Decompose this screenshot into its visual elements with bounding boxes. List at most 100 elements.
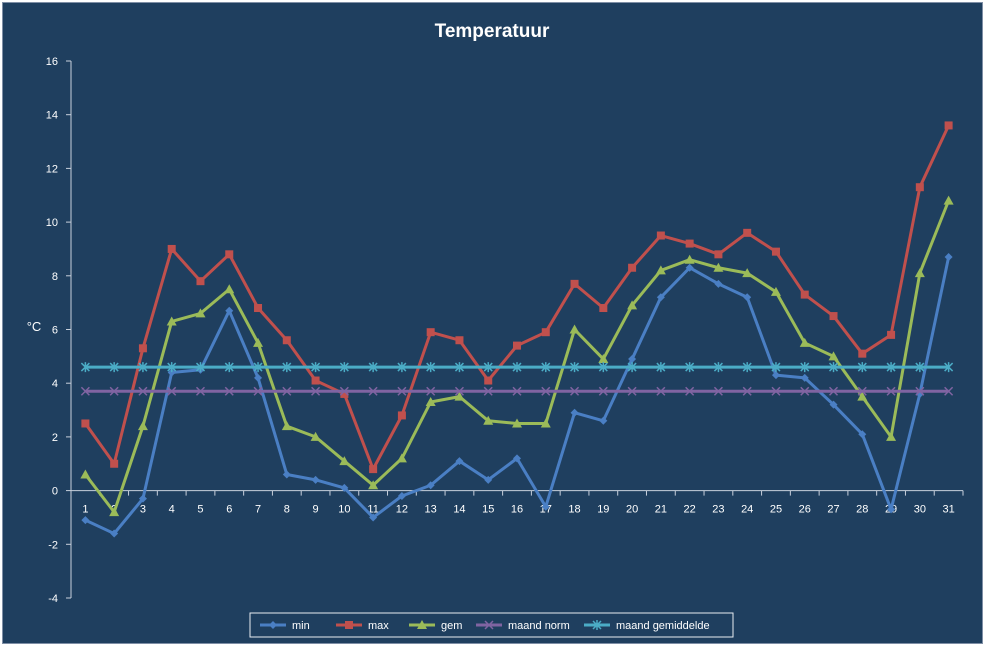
x-tick-label: 27 xyxy=(827,504,839,516)
data-point-max xyxy=(915,183,924,192)
data-point-maand-gemiddelde xyxy=(397,362,407,373)
legend-label-min: min xyxy=(292,620,310,632)
data-point-max xyxy=(714,250,723,259)
data-point-maand-norm xyxy=(886,386,896,396)
data-point-gem xyxy=(713,262,724,272)
data-point-maand-gemiddelde xyxy=(771,362,781,373)
legend-marker-gem xyxy=(417,620,427,629)
x-tick-label: 11 xyxy=(367,504,378,516)
data-point-max xyxy=(340,389,349,398)
x-tick-label: 6 xyxy=(226,504,232,516)
data-point-max xyxy=(138,344,147,353)
data-point-maand-gemiddelde xyxy=(282,362,292,373)
data-point-gem xyxy=(598,354,609,364)
x-tick-label: 21 xyxy=(655,504,667,516)
data-point-max xyxy=(829,312,838,321)
x-tick-label: 23 xyxy=(712,504,724,516)
x-tick-label: 28 xyxy=(856,504,868,516)
data-point-maand-norm xyxy=(224,386,234,396)
data-point-min xyxy=(369,513,378,522)
x-tick-label: 9 xyxy=(313,504,319,516)
data-point-maand-norm xyxy=(541,386,551,396)
data-point-maand-norm xyxy=(195,386,206,396)
axes: -4-2024681012141612345678910111213141516… xyxy=(46,56,964,605)
data-point-maand-norm xyxy=(828,386,839,396)
x-tick-label: 30 xyxy=(914,504,926,516)
series-line-gem xyxy=(84,200,951,514)
data-point-maand-gemiddelde xyxy=(800,362,810,373)
data-point-maand-gemiddelde xyxy=(656,362,666,373)
x-tick-label: 31 xyxy=(942,504,954,516)
series-group xyxy=(80,121,954,538)
data-point-maand-gemiddelde xyxy=(828,362,839,373)
data-point-maand-gemiddelde xyxy=(454,362,464,373)
series-maand-norm xyxy=(80,386,954,396)
series-line-max xyxy=(84,124,950,471)
data-point-max xyxy=(455,336,464,345)
data-point-max xyxy=(225,250,234,259)
data-point-maand-norm xyxy=(627,386,637,396)
data-point-maand-norm xyxy=(944,386,954,396)
legend-marker-maand-norm xyxy=(484,620,494,630)
y-tick-label: 4 xyxy=(52,378,58,390)
data-point-gem xyxy=(627,300,638,310)
data-point-max xyxy=(311,376,320,385)
data-point-maand-norm xyxy=(857,386,867,396)
data-point-maand-gemiddelde xyxy=(915,362,925,373)
data-point-maand-gemiddelde xyxy=(570,362,580,373)
data-point-max xyxy=(110,459,119,468)
data-point-min xyxy=(570,408,579,417)
data-point-max xyxy=(426,328,435,337)
legend: min max gem maand norm maand gemiddelde xyxy=(249,612,734,638)
data-point-gem xyxy=(310,431,321,441)
y-tick-label: 0 xyxy=(52,486,58,498)
data-point-max xyxy=(685,239,694,248)
data-point-maand-norm xyxy=(282,386,292,396)
data-point-maand-gemiddelde xyxy=(426,362,436,373)
x-tick-label: 10 xyxy=(338,504,350,516)
data-point-maand-norm xyxy=(426,386,436,396)
data-point-max xyxy=(800,290,809,299)
data-point-min xyxy=(771,371,780,380)
data-point-min xyxy=(513,454,521,463)
data-point-min xyxy=(800,373,809,382)
series-gem xyxy=(80,195,954,517)
x-tick-label: 13 xyxy=(425,504,437,516)
y-tick-label: 10 xyxy=(46,217,58,229)
data-point-maand-gemiddelde xyxy=(167,362,177,373)
data-point-maand-gemiddelde xyxy=(512,362,522,373)
legend-label-max: max xyxy=(368,620,389,632)
data-point-min xyxy=(944,253,953,262)
data-point-maand-norm xyxy=(368,386,378,396)
data-point-gem xyxy=(253,337,264,347)
x-tick-label: 18 xyxy=(568,504,580,516)
data-point-maand-gemiddelde xyxy=(857,362,867,373)
y-tick-label: 16 xyxy=(46,56,58,68)
data-point-maand-norm xyxy=(771,386,781,396)
data-point-max xyxy=(599,304,608,313)
y-axis-label: °C xyxy=(27,319,42,334)
data-point-maand-norm xyxy=(339,386,349,396)
data-point-maand-norm xyxy=(253,386,263,396)
data-point-max xyxy=(858,349,867,358)
y-tick-label: 14 xyxy=(46,110,58,122)
data-point-gem xyxy=(655,265,666,275)
data-point-gem xyxy=(80,469,91,479)
y-tick-label: -4 xyxy=(48,593,58,605)
data-point-maand-norm xyxy=(311,386,321,396)
data-point-gem xyxy=(512,418,522,428)
data-point-max xyxy=(541,328,550,337)
legend-marker-maand-gemiddelde xyxy=(592,620,602,630)
x-tick-label: 15 xyxy=(482,504,494,516)
data-point-gem xyxy=(799,337,810,347)
data-point-gem xyxy=(483,415,494,425)
data-point-max xyxy=(81,419,90,428)
data-point-gem xyxy=(569,324,580,334)
data-point-maand-gemiddelde xyxy=(311,362,321,373)
x-tick-label: 16 xyxy=(511,504,523,516)
data-point-min xyxy=(426,481,435,490)
data-point-maand-gemiddelde xyxy=(483,362,493,373)
data-point-maand-gemiddelde xyxy=(886,362,896,373)
